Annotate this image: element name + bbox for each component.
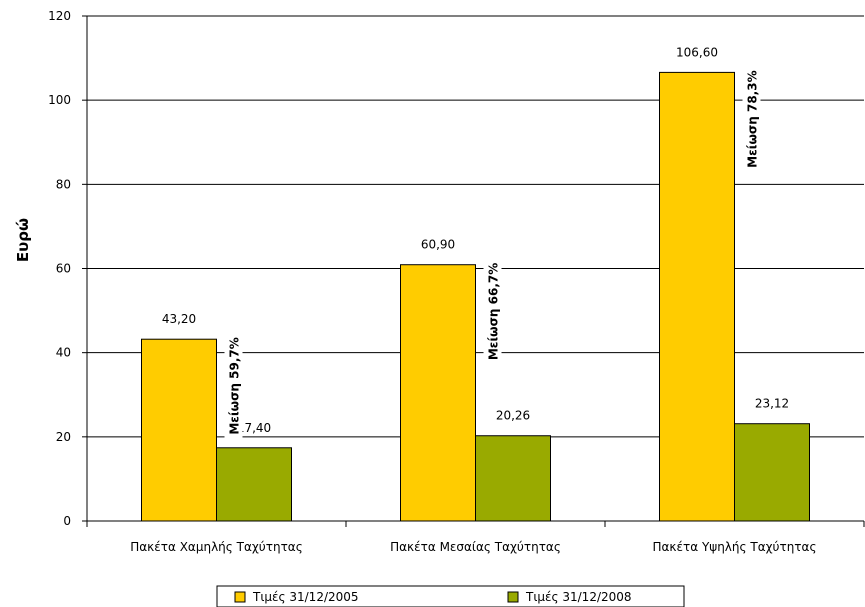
legend-box [216,585,685,607]
data-label: 17,40 [237,421,271,435]
y-axis-label: Ευρώ [14,218,32,262]
bar-2008 [475,435,551,522]
category-label: Πακέτα Χαμηλής Ταχύτητας [130,540,303,554]
y-tick-label: 20 [56,430,71,444]
data-label: 43,20 [162,312,196,326]
bar-2005 [141,338,217,522]
legend-label: Τιμές 31/12/2005 [252,590,359,604]
reduction-annotation: Μείωση 66,7% [487,263,501,360]
data-label: 60,90 [421,238,455,252]
annotation-background [742,66,761,177]
bar-2005 [659,71,735,522]
legend: Τιμές 31/12/2005 Τιμές 31/12/2008 [216,585,685,607]
reduction-annotation: Μείωση 78,3% [746,70,760,167]
data-label: 106,60 [676,45,718,59]
annotation-background [224,333,243,444]
y-tick-label: 80 [56,177,71,191]
y-tick-label: 100 [48,93,71,107]
legend-swatch [507,591,519,603]
y-tick-label: 40 [56,346,71,360]
data-label: 23,12 [755,397,789,411]
annotation-background [483,258,502,369]
bars [141,71,810,522]
category-label: Πακέτα Υψηλής Ταχύτητας [653,540,817,554]
bar-2005 [400,264,476,522]
bar-2008 [216,447,292,522]
category-label: Πακέτα Μεσαίας Ταχύτητας [390,540,561,554]
bar-2008 [734,423,810,522]
axes: 0 20 40 60 80 100 120 Πακέτα Χαμηλής Ταχύτητας Π… [48,9,865,554]
y-tick-label: 120 [48,9,71,23]
data-label: 20,26 [496,409,530,423]
legend-label: Τιμές 31/12/2008 [525,590,632,604]
legend-swatch [234,591,246,603]
y-tick-label: 60 [56,262,71,276]
reduction-annotation: Μείωση 59,7% [228,337,242,434]
y-tick-label: 0 [63,514,71,528]
